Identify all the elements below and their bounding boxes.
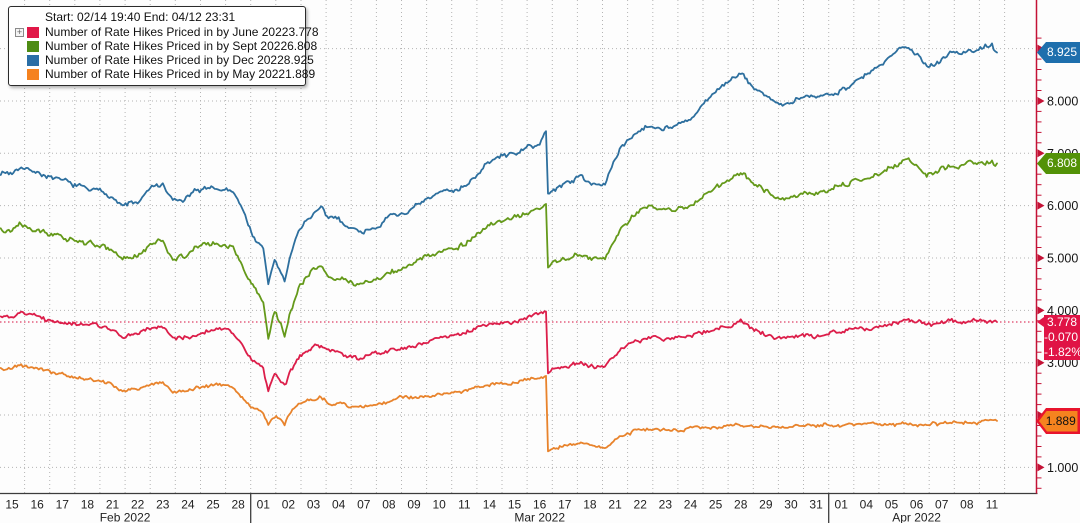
x-axis-day-label: 23 <box>659 498 673 512</box>
y-axis-label: 4.000 <box>1047 304 1078 318</box>
legend-label: Number of Rate Hikes Priced in by June 2… <box>45 25 289 39</box>
x-axis-day-label: 24 <box>684 498 698 512</box>
x-axis-day-label: 09 <box>407 498 421 512</box>
legend-box[interactable]: Start: 02/14 19:40 End: 04/12 23:31 + Num… <box>8 6 319 86</box>
x-axis-day-label: 01 <box>835 498 849 512</box>
last-value-badge-june: 3.778 -0.070 -1.82% <box>1044 315 1080 360</box>
x-axis-day-label: 16 <box>533 498 547 512</box>
x-axis-day-label: 28 <box>231 498 245 512</box>
legend-item-4[interactable]: Number of Rate Hikes Priced in by May 20… <box>15 67 315 81</box>
x-axis-day-label: 17 <box>56 498 70 512</box>
x-axis-day-label: 23 <box>156 498 170 512</box>
x-axis-month-label: Mar 2022 <box>514 511 565 523</box>
legend-swatch <box>27 68 39 80</box>
legend-swatch <box>27 54 39 66</box>
y-tick-arrow-icon <box>1037 201 1045 210</box>
legend-items: + Number of Rate Hikes Priced in by June … <box>15 25 319 81</box>
badge-june-change: -0.070 <box>1044 330 1079 344</box>
badge-may-value: 1.889 <box>1045 413 1076 428</box>
y-tick-arrow-icon <box>1037 149 1045 158</box>
x-axis-day-label: 28 <box>734 498 748 512</box>
legend-value: 3.778 <box>288 25 319 39</box>
legend-date-range: Start: 02/14 19:40 End: 04/12 23:31 <box>45 10 236 24</box>
series-line-dec2022 <box>0 42 998 286</box>
x-axis-day-label: 22 <box>131 498 145 512</box>
y-axis-label: 6.000 <box>1047 199 1078 213</box>
last-value-badge-sept: 6.808 <box>1037 153 1080 174</box>
y-tick-arrow-icon <box>1037 358 1045 367</box>
badge-june-pointer-icon <box>1037 317 1044 327</box>
x-axis-day-label: 11 <box>986 498 999 512</box>
y-tick-arrow-icon <box>1037 463 1045 472</box>
badge-june-pct: -1.82% <box>1044 345 1080 359</box>
x-axis-day-label: 29 <box>759 498 773 512</box>
y-tick-arrow-icon <box>1037 96 1045 105</box>
y-axis-label: 5.000 <box>1047 252 1078 266</box>
badge-june-value: 3.778 <box>1046 315 1077 329</box>
legend-item-1[interactable]: + Number of Rate Hikes Priced in by June … <box>15 25 319 39</box>
x-axis-day-label: 17 <box>558 498 572 512</box>
series-line-may2022 <box>0 363 998 453</box>
y-tick-arrow-icon <box>1037 306 1045 315</box>
legend-item-2[interactable]: Number of Rate Hikes Priced in by Sept 2… <box>15 39 317 53</box>
x-axis-day-label: 02 <box>282 498 296 512</box>
x-axis-day-label: 10 <box>432 498 446 512</box>
x-axis-day-label: 03 <box>307 498 321 512</box>
legend-value: 6.808 <box>287 39 318 53</box>
x-axis-day-label: 14 <box>483 498 497 512</box>
legend-swatch <box>27 26 39 38</box>
series-line-june2022 <box>0 310 998 393</box>
x-axis-day-label: 01 <box>257 498 271 512</box>
legend-swatch <box>27 40 39 52</box>
series-layer <box>0 42 998 453</box>
y-axis-label: 8.000 <box>1047 94 1078 108</box>
x-axis-month-label: Feb 2022 <box>100 511 151 523</box>
series-line-sept2022 <box>0 157 998 340</box>
x-axis-day-label: 31 <box>809 498 823 512</box>
y-axis-label: 1.000 <box>1047 461 1078 475</box>
legend-label: Number of Rate Hikes Priced in by Dec 20… <box>45 53 284 67</box>
last-value-badge-may-highlight: 1.889 <box>1036 408 1080 434</box>
x-axis-day-label: 04 <box>332 498 346 512</box>
last-value-badge-dec: 8.925 <box>1037 42 1080 63</box>
x-axis-day-label: 15 <box>5 498 19 512</box>
x-axis-day-label: 15 <box>508 498 522 512</box>
x-axis-month-label: Apr 2022 <box>892 511 941 523</box>
x-axis-day-label: 04 <box>860 498 874 512</box>
x-axis-day-label: 24 <box>181 498 195 512</box>
x-axis-day-label: 08 <box>960 498 974 512</box>
badge-dec-value: 8.925 <box>1046 45 1078 59</box>
x-axis-day-label: 06 <box>910 498 924 512</box>
x-axis-day-label: 25 <box>709 498 723 512</box>
x-axis-day-label: 30 <box>784 498 798 512</box>
x-axis-day-label: 18 <box>583 498 597 512</box>
legend-label: Number of Rate Hikes Priced in by May 20… <box>45 67 286 81</box>
x-axis-day-label: 18 <box>81 498 95 512</box>
last-value-badge-may: 1.889 <box>1039 410 1078 432</box>
y-tick-arrow-icon <box>1037 254 1045 262</box>
x-axis-day-label: 05 <box>885 498 899 512</box>
x-axis-day-label: 11 <box>458 498 471 512</box>
badge-sept-value: 6.808 <box>1046 156 1078 170</box>
x-axis-day-label: 16 <box>30 498 44 512</box>
x-axis-day-label: 25 <box>206 498 220 512</box>
x-axis-day-label: 21 <box>106 498 120 512</box>
x-axis-day-label: 21 <box>608 498 622 512</box>
legend-value: 1.889 <box>285 67 316 81</box>
x-axis-day-label: 22 <box>634 498 648 512</box>
x-axis-day-label: 08 <box>382 498 396 512</box>
legend-item-3[interactable]: Number of Rate Hikes Priced in by Dec 20… <box>15 53 314 67</box>
legend-value: 8.925 <box>283 53 314 67</box>
x-axis-day-label: 07 <box>357 498 371 512</box>
legend-label: Number of Rate Hikes Priced in by Sept 2… <box>45 39 288 53</box>
legend-expand-icon[interactable]: + <box>15 26 24 37</box>
x-axis-day-label: 07 <box>935 498 949 512</box>
